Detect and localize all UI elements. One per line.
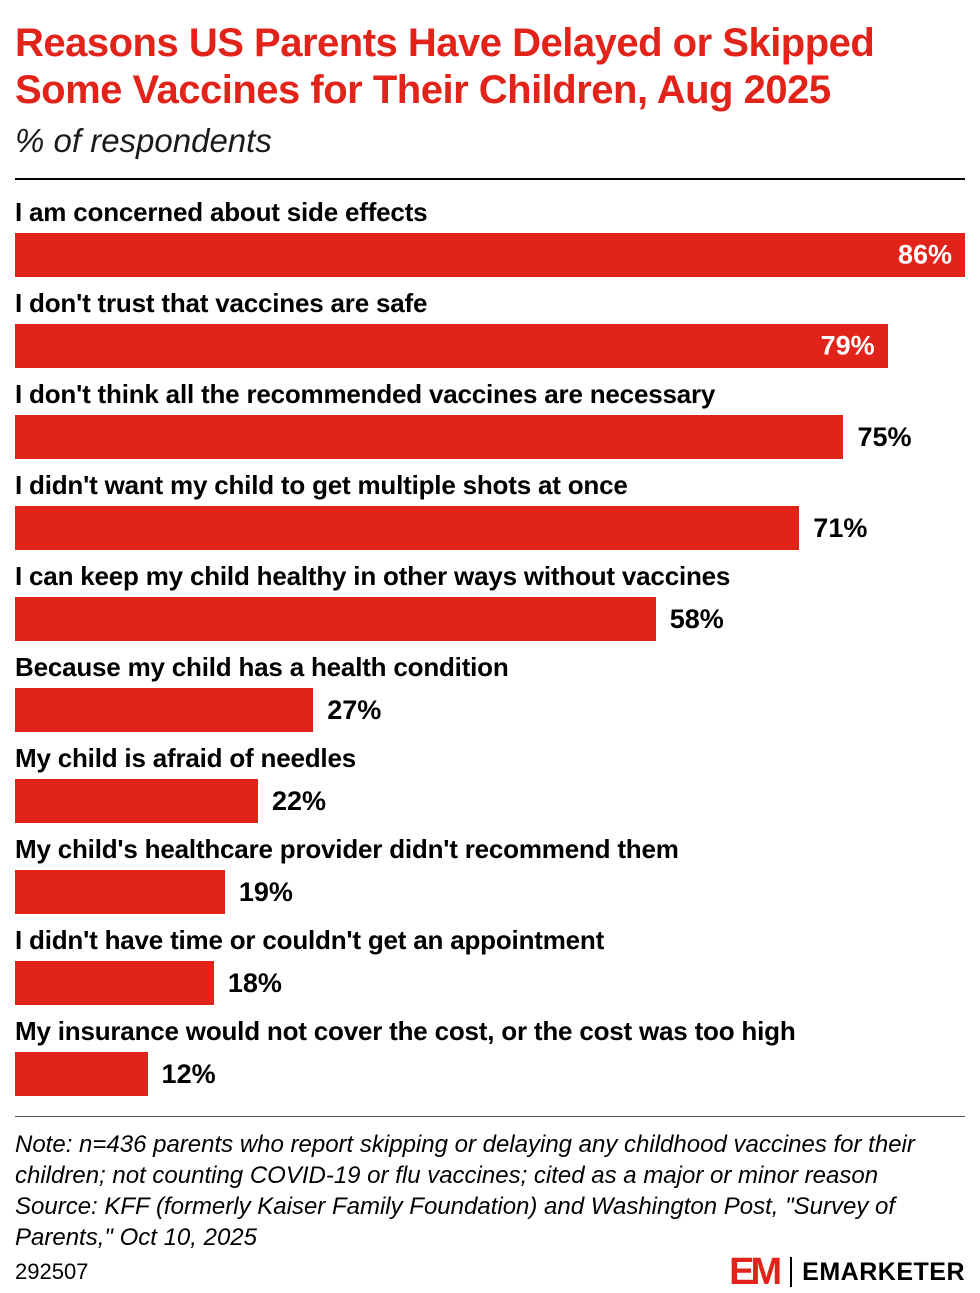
bar: 75% <box>15 415 844 460</box>
chart-header: Reasons US Parents Have Delayed or Skipp… <box>15 20 965 160</box>
bar-row: I don't think all the recommended vaccin… <box>15 378 965 460</box>
bar-value-inside: 86% <box>897 239 952 270</box>
bar-category-label: My child is afraid of needles <box>15 743 356 774</box>
bar-row: I am concerned about side effects 86% 86… <box>15 196 965 278</box>
bar-row: My child is afraid of needles 22% 22% <box>15 742 965 824</box>
bar-value-outside: 19% <box>238 876 293 907</box>
logo-separator-bar <box>790 1257 793 1288</box>
bar: 79% <box>15 324 888 369</box>
bar-row: I don't trust that vaccines are safe 79%… <box>15 287 965 369</box>
bar-category-label: I don't think all the recommended vaccin… <box>15 379 716 410</box>
bar-track: 22% 22% <box>15 779 965 824</box>
bar-track: 71% 71% <box>15 506 965 551</box>
bar-row: My insurance would not cover the cost, o… <box>15 1015 965 1097</box>
bar: 58% <box>15 597 656 642</box>
bar-value-outside: 75% <box>857 421 912 452</box>
bar-category-label: I am concerned about side effects <box>15 197 428 228</box>
bar-track: 58% 58% <box>15 597 965 642</box>
bar-value-outside: 18% <box>227 967 282 998</box>
brand-name: EMARKETER <box>802 1257 965 1286</box>
bar-value-outside: 71% <box>813 512 868 543</box>
bar: 86% <box>15 233 965 278</box>
chart-id: 292507 <box>15 1259 89 1285</box>
bar-row: I didn't want my child to get multiple s… <box>15 469 965 551</box>
bar-value-inside: 79% <box>820 330 875 361</box>
bar: 12% <box>15 1052 148 1097</box>
chart-title: Reasons US Parents Have Delayed or Skipp… <box>15 21 875 113</box>
bar-track: 75% 75% <box>15 415 965 460</box>
emarketer-logo-icon: EM <box>729 1251 782 1293</box>
bar: 19% <box>15 870 225 915</box>
brand-logo: EM EMARKETER <box>729 1253 965 1291</box>
bar-category-label: I don't trust that vaccines are safe <box>15 288 428 319</box>
note-divider <box>15 1116 965 1118</box>
bar-track: 19% 19% <box>15 870 965 915</box>
bar-category-label: Because my child has a health condition <box>15 652 509 683</box>
bar: 71% <box>15 506 800 551</box>
bar-row: My child's healthcare provider didn't re… <box>15 833 965 915</box>
bar-category-label: I didn't have time or couldn't get an ap… <box>15 925 605 956</box>
chart-subtitle: % of respondents <box>15 122 272 160</box>
bar-track: 12% 12% <box>15 1052 965 1097</box>
bar-track: 27% 27% <box>15 688 965 733</box>
note-block: Note: n=436 parents who report skipping … <box>15 1129 965 1253</box>
bar-value-outside: 27% <box>327 694 382 725</box>
bar-category-label: I can keep my child healthy in other way… <box>15 561 731 592</box>
bar-track: 86% 86% <box>15 233 965 278</box>
bar-value-outside: 58% <box>669 603 724 634</box>
note-text: Note: n=436 parents who report skipping … <box>15 1131 915 1190</box>
bar-row: I didn't have time or couldn't get an ap… <box>15 924 965 1006</box>
bar-category-label: My child's healthcare provider didn't re… <box>15 834 679 865</box>
bar-value-outside: 12% <box>161 1058 216 1089</box>
bar-track: 18% 18% <box>15 961 965 1006</box>
bar-chart: I am concerned about side effects 86% 86… <box>15 196 965 1106</box>
bar-track: 79% 79% <box>15 324 965 369</box>
bar-value-outside: 22% <box>272 785 327 816</box>
source-text: Source: KFF (formerly Kaiser Family Foun… <box>15 1193 895 1252</box>
bar: 18% <box>15 961 214 1006</box>
chart-footer: 292507 EM EMARKETER <box>15 1253 965 1291</box>
bar-row: I can keep my child healthy in other way… <box>15 560 965 642</box>
bar-category-label: My insurance would not cover the cost, o… <box>15 1016 796 1047</box>
bar-category-label: I didn't want my child to get multiple s… <box>15 470 628 501</box>
bar: 22% <box>15 779 259 824</box>
bar: 27% <box>15 688 314 733</box>
bar-row: Because my child has a health condition … <box>15 651 965 733</box>
header-divider <box>15 178 965 181</box>
